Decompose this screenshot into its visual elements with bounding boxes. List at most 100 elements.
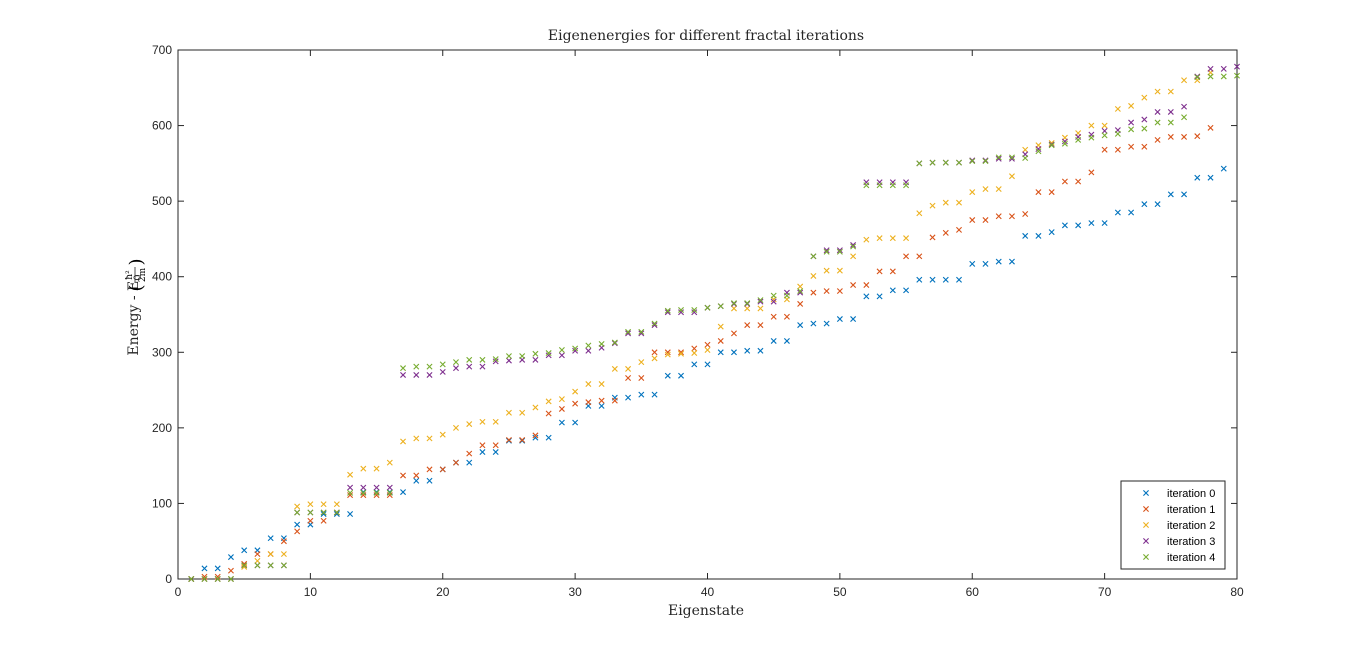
data-point [797,300,804,307]
data-point [400,365,407,372]
data-point [810,253,817,260]
data-point [664,307,671,314]
data-point [1207,73,1214,80]
legend: iteration 0 iteration 1 iteration 2 iterati… [1120,480,1226,570]
data-point [505,436,512,443]
data-marks [188,63,1240,582]
data-point [611,397,618,404]
data-point [1234,72,1240,79]
data-point [400,438,407,445]
data-point [492,442,499,449]
data-point [241,563,248,570]
y-axis-label-frac-num: ħ² [125,270,135,280]
data-point [1008,213,1015,220]
data-point [373,489,380,496]
data-point [863,282,870,289]
data-point [1194,74,1201,81]
legend-marker [1143,554,1149,560]
data-point [1128,143,1135,150]
y-axis-label-paren-right: ) [126,258,147,265]
y-tick-label: 600 [152,119,172,133]
data-point [572,419,579,426]
data-point [214,565,221,572]
data-point [307,517,314,524]
data-point [532,432,539,439]
x-tick-label: 70 [1098,585,1112,599]
data-point [916,160,923,167]
data-point [572,400,579,407]
data-point [1035,232,1042,239]
legend-marker [1143,522,1149,528]
data-point [691,350,698,357]
data-point [757,347,764,354]
data-point [267,551,274,558]
data-point [625,330,632,337]
data-point [995,258,1002,265]
data-point [320,509,327,516]
data-point [413,477,420,484]
data-point [664,349,671,356]
data-point [1141,125,1148,132]
data-point [1101,146,1108,153]
data-point [730,305,737,312]
data-point [678,349,685,356]
data-point [585,399,592,406]
data-point [889,268,896,275]
data-point [1128,126,1135,133]
data-point [545,410,552,417]
data-point [836,288,843,295]
chart-title: Eigenenergies for different fractal iter… [548,28,864,44]
data-point [1035,146,1042,152]
data-point [730,330,737,337]
data-point [386,492,393,499]
data-point [452,359,459,366]
y-tick-label: 0 [165,572,172,586]
data-point [969,217,976,224]
data-point [294,521,301,528]
data-point [625,365,632,372]
data-point [691,306,698,313]
data-point [770,292,777,299]
data-point [969,260,976,267]
data-point [439,431,446,438]
x-tick-label: 50 [833,585,847,599]
data-point [744,322,751,329]
data-point [585,347,592,354]
data-point [1035,148,1042,155]
data-point [956,199,963,206]
data-point [678,372,685,379]
data-point [1008,258,1015,265]
data-point [598,340,605,347]
data-point [426,371,433,378]
x-tick-label: 20 [436,585,450,599]
data-point [850,241,857,248]
data-point [1154,88,1161,95]
data-point [201,576,208,582]
data-point [320,517,327,524]
data-point [744,347,751,354]
y-axis-label-frac-den: 2m [138,267,148,282]
data-point [678,306,685,313]
data-point [1061,140,1068,147]
data-point [294,509,301,516]
data-point [995,155,1002,162]
data-point [254,551,261,558]
data-point [916,253,923,260]
data-point [995,186,1002,193]
data-point [1114,130,1121,137]
x-tick-label: 10 [304,585,318,599]
data-point [333,501,340,508]
data-point [929,159,936,166]
data-point [360,465,367,472]
data-point [1167,191,1174,198]
data-point [1154,201,1161,208]
data-point [1061,178,1068,185]
data-point [347,484,354,491]
data-point [916,210,923,217]
data-point [704,341,711,348]
data-point [889,287,896,294]
data-point [201,573,208,580]
data-point [929,234,936,241]
data-point [413,363,420,370]
data-point [1154,136,1161,143]
